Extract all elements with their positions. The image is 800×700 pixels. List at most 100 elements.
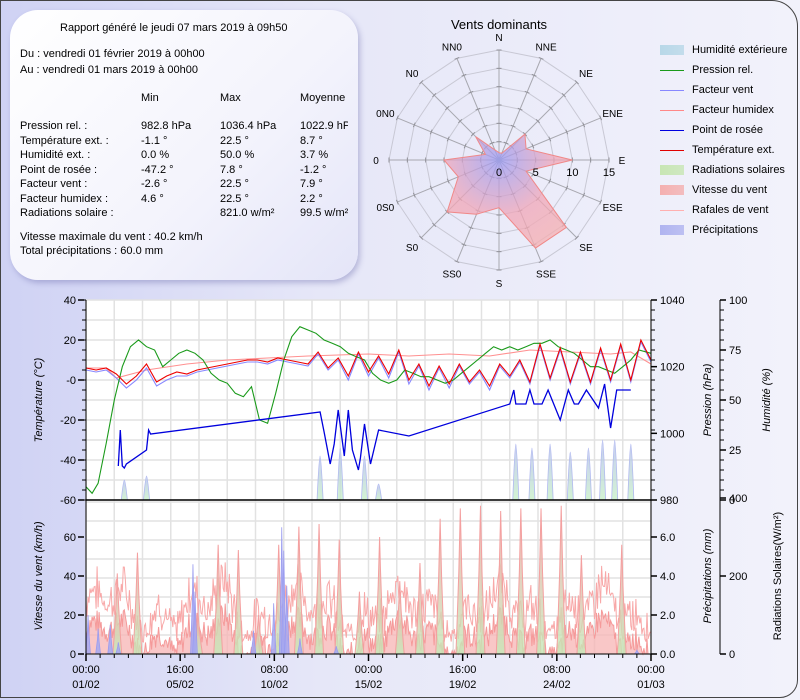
humidity-peak [120,479,128,501]
header-avg: Moyenne [300,92,346,104]
rose-tick [429,185,433,191]
solar-radiation-peak [334,539,345,655]
legend-swatch [660,185,684,195]
period-from: Du : vendredi 01 février 2019 à 00h00 [20,48,205,60]
rose-tick [599,115,603,121]
solar-radiation-peak [253,614,264,655]
temperature-axis-label: 20 [64,335,76,347]
rose-tick [535,118,541,124]
humidity-peak [375,483,383,501]
humidity-axis-label: 0 [729,495,735,507]
rose-tick [531,143,535,149]
wind-axis-label: 0 [70,649,76,661]
stat-min: -47.2 ° [141,163,174,176]
pressure-axis-label: 1000 [660,428,684,440]
legend-item: Pression rel. [660,60,800,80]
rose-radial-tick: 10 [566,167,578,179]
solar-radiation-peak [616,544,627,655]
x-tick-date: 15/02 [355,679,383,691]
stat-avg: -1.2 ° [300,163,327,176]
rose-radial-tick: 0 [496,167,502,179]
radiation-axis-label: 400 [729,493,747,505]
humidity-peak [566,451,574,501]
rose-tick [395,199,399,205]
stat-avg: 8.7 ° [300,134,323,147]
solar-radiation-peak [374,536,385,655]
rose-tick [531,73,537,77]
temperature-axis-label: -0 [66,375,76,387]
stat-max: 1036.4 hPa [220,120,277,132]
stat-label: Point de rosée : [20,163,98,176]
wind-gust-line [85,562,652,644]
summary-panel: Rapport généré le jeudi 07 mars 2019 à 0… [10,10,358,280]
humidity-axis-label: 75 [729,345,741,357]
humidity-peak [316,455,324,501]
header-min: Min [141,92,159,104]
x-tick-time: 16:00 [449,664,477,676]
solar-radiation-peak [132,552,143,655]
pressure-axis-label: 1040 [660,295,684,307]
precipitation-axis-label: 4.0 [660,571,675,583]
stat-min: 982.8 hPa [141,120,192,132]
solar-radiation-peak [233,549,244,655]
series-facteur-vent [85,340,652,392]
legend-label: Facteur vent [692,84,754,96]
stat-max: 22.5 ° [220,134,249,147]
x-tick-time: 08:00 [543,664,571,676]
rose-direction-label: N0 [406,69,419,80]
stat-label: Température ext. : [20,134,109,147]
radiation-axis-label: 200 [729,571,747,583]
legend-line [660,129,684,131]
wind-axis-label: 60 [64,532,76,544]
solar-radiation-peak [414,562,425,655]
solar-radiation-peak [112,573,123,655]
x-tick-time: 00:00 [355,664,383,676]
humidity-peak [361,455,368,501]
stat-max: 50.0 % [220,149,255,161]
max-wind: Vitesse maximale du vent : 40.2 km/h [20,231,203,243]
precipitation-axis-label: 0.0 [660,649,675,661]
stat-avg: 2.2 ° [300,192,323,205]
humidity-peak [585,447,592,501]
rose-tick [561,93,566,98]
rose-tick [457,118,463,124]
rose-tick [429,129,433,135]
rose-tick [489,141,495,145]
stat-avg: 7.9 ° [300,178,323,190]
solar-radiation-peak [314,523,325,655]
temperature-axis-label: -40 [60,455,76,467]
rose-tick [538,260,544,264]
x-tick-date: 24/02 [543,679,571,691]
precipitation-axis-label: 2.0 [660,610,675,622]
precipitation-axis-title: Précipitations (mm) [702,528,714,623]
rose-tick [461,243,467,247]
time-series-charts: 40 20 -0 -20 -40 -60 1040 1020 1000 980 100 75 50 25 0… [33,295,784,691]
legend-label: Précipitations [692,224,759,236]
legend-label: Pression rel. [692,64,754,76]
solar-radiation-peak [536,508,546,655]
humidity-peak [611,439,619,501]
solar-radiation-peak [354,591,365,655]
rose-tick [524,90,530,94]
rose-direction-label: ESE [603,203,623,214]
rose-tick [395,115,399,121]
legend-item: Humidité extérieure [660,40,800,60]
series-point-de-ros-e [117,383,631,471]
stat-min: -2.6 ° [141,178,168,190]
stat-max: 7.8 ° [220,163,243,176]
solar-radiation-peak [435,518,446,655]
legend-swatch [660,165,684,175]
x-tick-date: 19/02 [449,679,477,691]
legend-item: Précipitations [660,220,800,240]
pressure-axis-label: 1020 [660,362,684,374]
humidity-axis-title: Humidité (%) [761,368,773,432]
rose-tick [445,106,450,111]
solar-radiation-peak [556,505,567,655]
rose-tick [463,143,467,149]
rose-tick [412,192,416,198]
rose-direction-label: 0 [373,156,379,167]
humidity-axis-label: 100 [729,295,747,307]
stat-min: 0.0 % [141,149,170,161]
pressure-axis-label: 980 [660,495,678,507]
rose-tick [599,199,603,205]
